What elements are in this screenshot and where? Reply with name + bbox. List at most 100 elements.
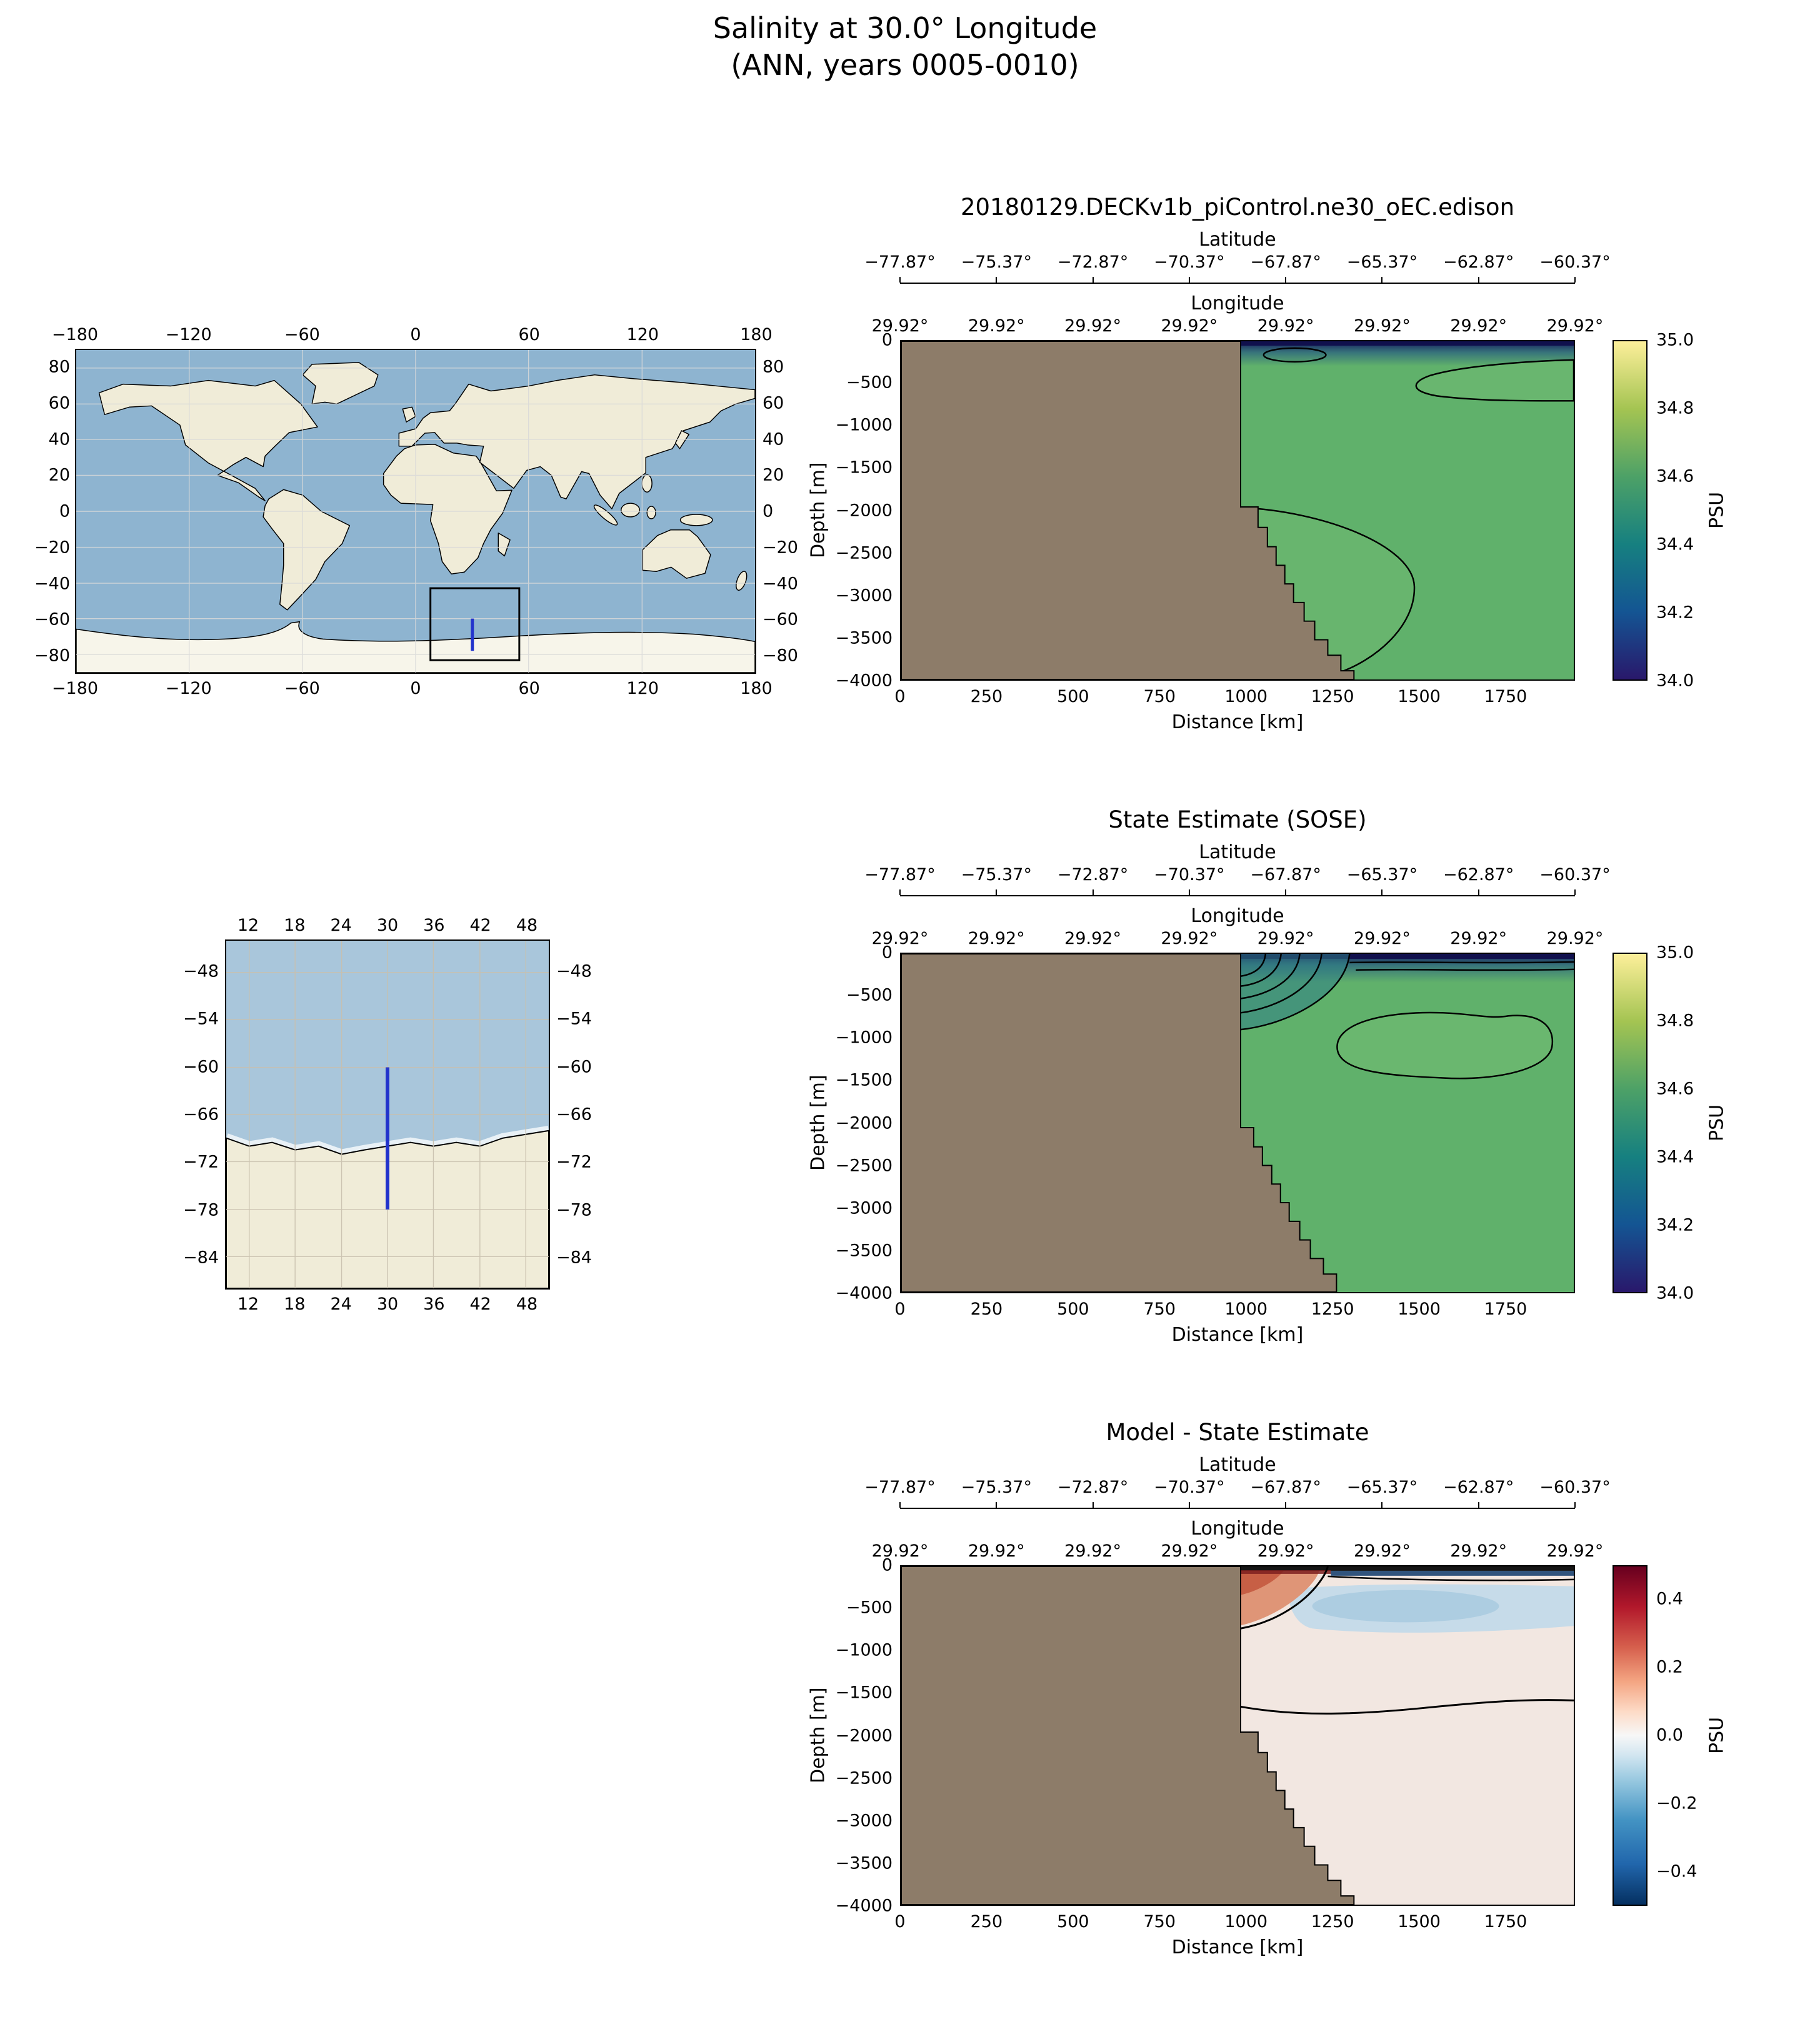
tick-label: 24 bbox=[330, 916, 352, 935]
tick-label: −75.37° bbox=[961, 1478, 1032, 1497]
tick-label: −78 bbox=[183, 1200, 219, 1220]
tick-label: 180 bbox=[740, 679, 772, 698]
tick-mark bbox=[1092, 277, 1094, 283]
tick-label: 250 bbox=[970, 1912, 1003, 1931]
tick-label: −70.37° bbox=[1154, 253, 1225, 272]
surface-fresh-core bbox=[1240, 341, 1574, 346]
tick-label: 20 bbox=[48, 465, 70, 485]
panel-diff-depth-axis-label: Depth [m] bbox=[807, 1687, 829, 1784]
selection-box bbox=[429, 587, 521, 661]
tick-label: 30 bbox=[376, 916, 399, 935]
tick-label: 18 bbox=[284, 916, 306, 935]
philippines bbox=[641, 474, 652, 493]
tick-label: −72.87° bbox=[1057, 1478, 1129, 1497]
tick-label: −1000 bbox=[835, 415, 892, 435]
tick-mark bbox=[1188, 1502, 1190, 1508]
tick-label: 0 bbox=[59, 501, 70, 521]
panel-model-lat-ruler bbox=[900, 283, 1575, 284]
tick-label: −3500 bbox=[835, 1241, 892, 1261]
australia bbox=[642, 529, 711, 579]
tick-mark bbox=[996, 1502, 998, 1508]
tick-label: −0.4 bbox=[1656, 1861, 1698, 1881]
tick-mark bbox=[1574, 277, 1576, 283]
mid-depth-contour-loop bbox=[1336, 1011, 1554, 1080]
regional-map-left-lat-ticks: −48 −54 −60 −66 −72 −78 −84 bbox=[156, 962, 219, 1268]
tick-label: −60 bbox=[762, 609, 798, 629]
halocline-contour-3 bbox=[1240, 954, 1301, 999]
tick-mark bbox=[1574, 889, 1576, 895]
tick-label: 29.92° bbox=[968, 929, 1025, 948]
tick-label: 20 bbox=[762, 465, 784, 485]
panel-model-canvas bbox=[901, 341, 1574, 679]
tick-label: 1000 bbox=[1224, 1912, 1268, 1931]
panel-model-colorbar bbox=[1612, 340, 1648, 681]
tick-label: 29.92° bbox=[1257, 929, 1314, 948]
panel-diff-lat-ticks: −77.87° −75.37° −72.87° −70.37° −67.87° −65.3… bbox=[864, 1478, 1610, 1498]
borneo bbox=[621, 503, 641, 518]
tick-label: −1000 bbox=[835, 1640, 892, 1660]
tick-label: −2000 bbox=[835, 1726, 892, 1745]
salty-bias-contour bbox=[1240, 1566, 1329, 1630]
tick-label: −20 bbox=[34, 538, 70, 558]
tick-label: −4000 bbox=[835, 671, 892, 691]
world-map-right-lat-ticks: 80 60 40 20 0 −20 −40 −60 −80 bbox=[762, 358, 801, 666]
world-map-canvas bbox=[76, 350, 755, 673]
tick-mark bbox=[899, 1502, 901, 1508]
tick-label: 34.8 bbox=[1656, 1011, 1694, 1031]
tick-mark bbox=[1381, 889, 1383, 895]
tick-label: −0.2 bbox=[1656, 1793, 1698, 1813]
tick-label: −3500 bbox=[835, 1853, 892, 1873]
tick-label: 34.0 bbox=[1656, 1283, 1694, 1303]
tick-label: 0 bbox=[762, 501, 774, 521]
tick-label: 0 bbox=[894, 1300, 906, 1319]
panel-diff-lat-axis-label: Latitude bbox=[1199, 1454, 1276, 1476]
tick-label: −70.37° bbox=[1154, 1478, 1225, 1497]
tick-label: 29.92° bbox=[871, 1541, 929, 1561]
tick-label: −77.87° bbox=[864, 865, 936, 884]
tick-label: −54 bbox=[556, 1009, 592, 1029]
tick-label: 48 bbox=[516, 1295, 538, 1314]
tick-label: −62.87° bbox=[1442, 1478, 1514, 1497]
tick-label: −67.87° bbox=[1250, 865, 1321, 884]
tick-label: −4000 bbox=[835, 1896, 892, 1916]
world-map-panel: −180 −120 −60 0 60 120 180 bbox=[31, 325, 812, 725]
new-zealand bbox=[736, 571, 748, 591]
panel-sose-psu-label: PSU bbox=[1706, 1104, 1728, 1142]
tick-label: 29.92° bbox=[1546, 929, 1604, 948]
tick-label: −65.37° bbox=[1346, 253, 1418, 272]
tick-label: 29.92° bbox=[1546, 1541, 1604, 1561]
tick-label: 60 bbox=[518, 679, 540, 698]
regional-map bbox=[225, 939, 550, 1290]
panel-model: 20180129.DECKv1b_piControl.ne30_oEC.edis… bbox=[806, 194, 1731, 744]
tick-label: 12 bbox=[237, 1295, 259, 1314]
tick-label: −77.87° bbox=[864, 253, 936, 272]
land-mask bbox=[901, 341, 1355, 679]
tick-label: 40 bbox=[48, 429, 70, 449]
panel-sose-plot bbox=[900, 953, 1575, 1293]
panel-sose-lat-tickmarks bbox=[899, 889, 1576, 895]
tick-label: −180 bbox=[51, 325, 99, 344]
panel-model-title: 20180129.DECKv1b_piControl.ne30_oEC.edis… bbox=[960, 194, 1515, 221]
tick-label: −40 bbox=[34, 574, 70, 593]
tick-label: −65.37° bbox=[1346, 1478, 1418, 1497]
tick-label: 1750 bbox=[1484, 687, 1528, 706]
tick-mark bbox=[899, 889, 901, 895]
tick-label: 0.2 bbox=[1656, 1657, 1683, 1677]
panel-sose-lon-ticks: 29.92° 29.92° 29.92° 29.92° 29.92° 29.92° 29.9… bbox=[872, 929, 1604, 949]
tick-label: 34.0 bbox=[1656, 671, 1694, 691]
world-map-left-lat-ticks: 80 60 40 20 0 −20 −40 −60 −80 bbox=[31, 358, 70, 666]
halocline-contour-5 bbox=[1240, 954, 1351, 1031]
tick-label: −72 bbox=[556, 1152, 592, 1172]
panel-sose-colorbar bbox=[1612, 953, 1648, 1293]
tick-mark bbox=[1478, 277, 1479, 283]
halocline-contour-1 bbox=[1240, 954, 1267, 977]
tick-label: −70.37° bbox=[1154, 865, 1225, 884]
tick-label: 0 bbox=[881, 943, 892, 963]
tick-label: 29.92° bbox=[1450, 1541, 1508, 1561]
tick-label: −66 bbox=[556, 1105, 592, 1125]
panel-sose-yticks: 0 −500 −1000 −1500 −2000 −2500 −3000 −3500 −4000 bbox=[831, 943, 892, 1303]
tick-label: 29.92° bbox=[968, 1541, 1025, 1561]
tick-label: 0 bbox=[894, 1912, 906, 1931]
tick-label: −60 bbox=[183, 1057, 219, 1077]
tick-label: −60 bbox=[556, 1057, 592, 1077]
